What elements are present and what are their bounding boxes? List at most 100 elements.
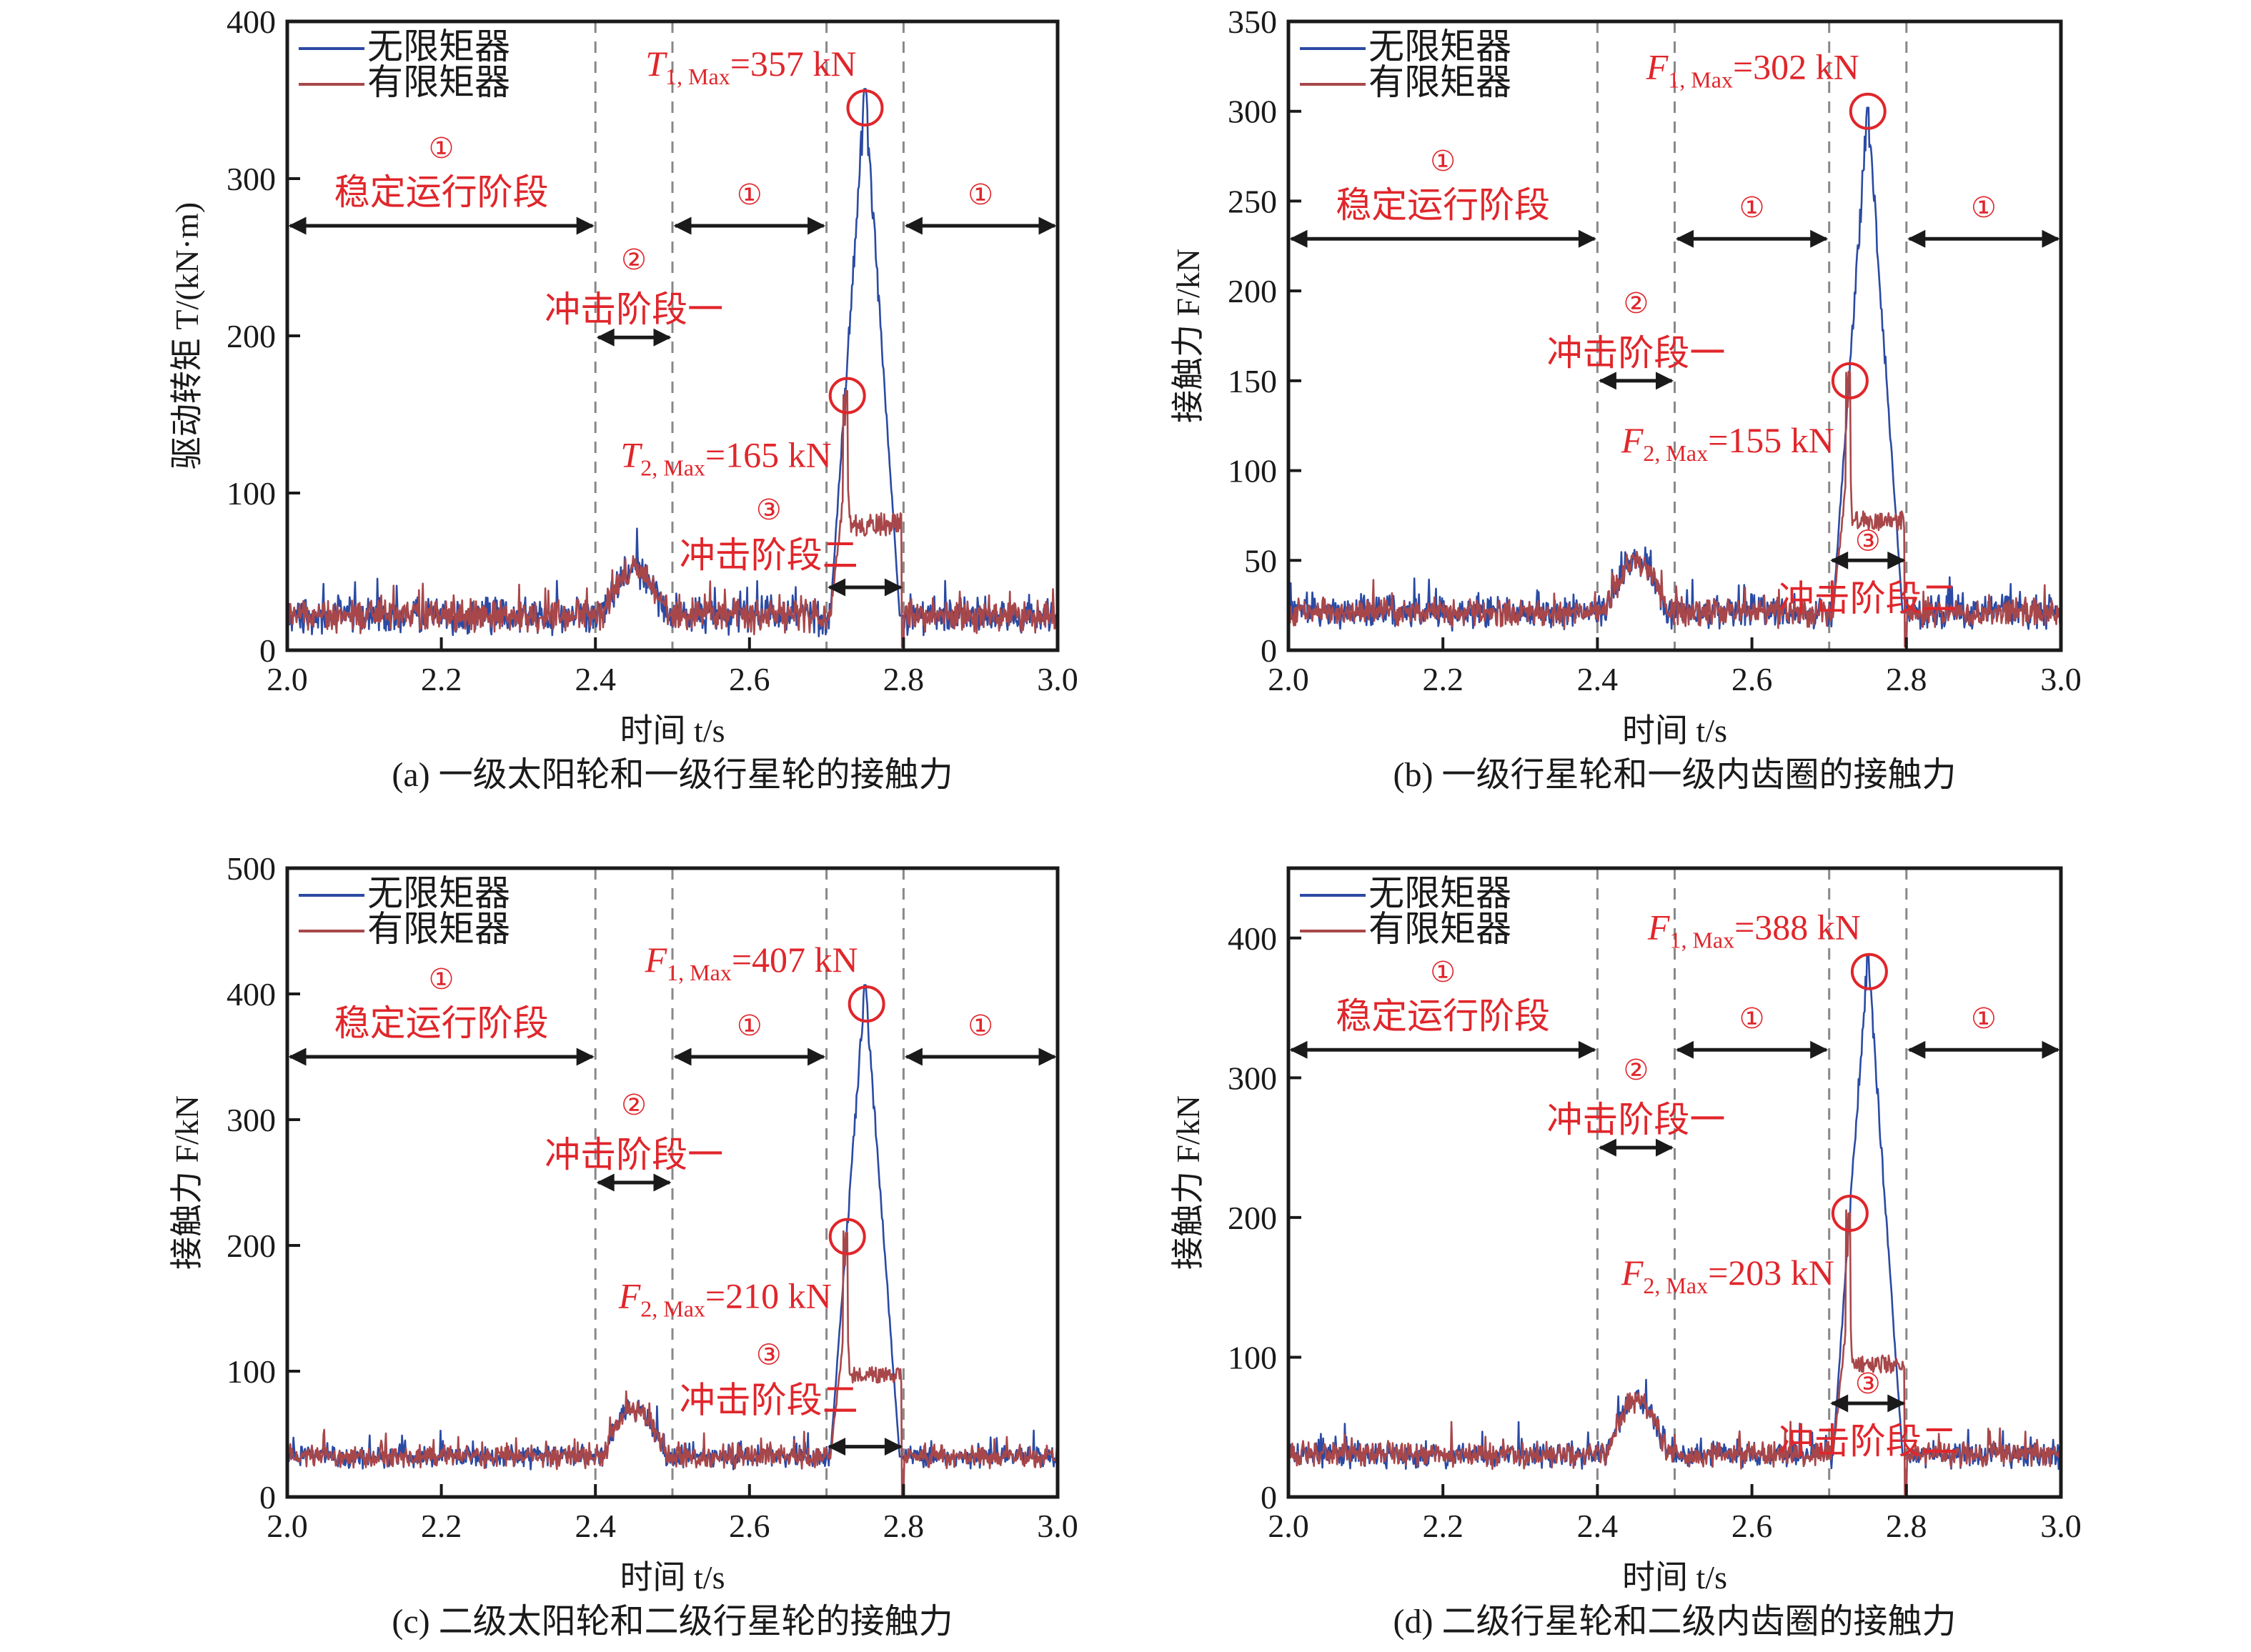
series-with-limiter-line (1288, 370, 2061, 648)
max1-circle (848, 985, 885, 1023)
y-tick-label: 300 (227, 161, 276, 197)
max1-value: =357 kN (730, 44, 857, 84)
stage2-label: 冲击阶段一 (1546, 333, 1725, 373)
x-tick-label: 2.6 (729, 661, 770, 697)
max1-circle (1849, 92, 1887, 130)
x-tick-label: 2.8 (1886, 661, 1927, 697)
x-tick-label: 2.4 (575, 661, 616, 697)
max2-subscript: 2, Max (640, 1296, 705, 1322)
stage1-number: ① (1971, 191, 1997, 224)
stage2-number: ② (621, 244, 647, 276)
max1-circle (1850, 952, 1888, 990)
y-axis-title: 接触力 F/kN (1170, 1095, 1206, 1270)
series-group (1288, 953, 2061, 1496)
panel-caption: (d) 二级行星轮和二级内齿圈的接触力 (1393, 1603, 1957, 1641)
x-tick-label: 2.6 (1731, 1508, 1773, 1544)
y-tick-label: 300 (227, 1102, 276, 1138)
stage1-number: ① (1430, 145, 1456, 177)
stage2-label: 冲击阶段一 (545, 1135, 723, 1175)
y-tick-label: 0 (259, 1479, 276, 1516)
x-tick-label: 2.4 (1577, 661, 1619, 697)
panel-c: 2.0 2.2 2.4 2.6 2.8 3.0 0 100 200 300 400 500 时间 t/s… (169, 850, 1078, 1641)
max2-circle (828, 377, 866, 414)
max1-label: F1, Max=302 kN (1646, 47, 1859, 93)
plot-frame (285, 19, 1060, 652)
x-tick-label: 2.6 (729, 1508, 770, 1544)
legend-label-no-limiter: 无限矩器 (367, 26, 510, 66)
x-axis-title: 时间 t/s (1622, 1559, 1727, 1596)
y-tick-label: 400 (1228, 920, 1277, 957)
max2-label: F2, Max=155 kN (1621, 420, 1834, 466)
max2-label: T2, Max=165 kN (620, 435, 831, 481)
stage2-label: 冲击阶段一 (545, 289, 723, 329)
x-tick-label: 2.0 (267, 1508, 308, 1544)
y-axis-title: 接触力 F/kN (169, 1095, 205, 1270)
x-tick-label: 2.2 (1422, 1508, 1464, 1544)
panel-b: 2.0 2.2 2.4 2.6 2.8 3.0 0 50 100 150 200 250 300 350 时… (1170, 4, 2082, 794)
series-with-limiter-line (287, 389, 1058, 648)
y-tick-label: 200 (1228, 273, 1277, 309)
max2-label: F2, Max=203 kN (1621, 1253, 1834, 1298)
stage1-number: ① (1430, 956, 1456, 988)
stage2-number: ② (1624, 1054, 1649, 1086)
panel-caption: (c) 二级太阳轮和二级行星轮的接触力 (392, 1603, 953, 1641)
stage1-number: ① (968, 1010, 993, 1042)
y-tick-label: 100 (227, 475, 276, 512)
x-tick-label: 2.6 (1731, 661, 1773, 697)
stage1-number: ① (429, 132, 454, 164)
x-tick-label: 3.0 (1037, 661, 1078, 697)
series-group (1288, 106, 2061, 648)
legend-label-with-limiter: 有限矩器 (367, 62, 510, 102)
legend-label-no-limiter: 无限矩器 (1368, 873, 1511, 913)
y-tick-label: 150 (1228, 363, 1277, 399)
max2-symbol: F (618, 1276, 641, 1316)
x-axis-title: 时间 t/s (1622, 712, 1727, 749)
max1-symbol: T (645, 44, 667, 84)
max2-subscript: 2, Max (1643, 1273, 1708, 1298)
max1-label: F1, Max=388 kN (1647, 907, 1861, 953)
y-tick-label: 300 (1228, 1060, 1277, 1096)
x-tick-label: 2.4 (575, 1508, 616, 1544)
stage3-number: ③ (1855, 1368, 1881, 1400)
stage1-label: 稳定运行阶段 (1336, 996, 1550, 1036)
stage3-label: 冲击阶段二 (680, 1380, 858, 1420)
max1-symbol: F (645, 940, 667, 980)
stage1-number: ① (429, 963, 454, 995)
y-tick-label: 100 (1228, 453, 1277, 489)
stage1-number: ① (737, 1010, 762, 1042)
y-tick-label: 300 (1228, 94, 1277, 130)
plot-frame (1286, 866, 2063, 1499)
max1-subscript: 1, Max (667, 960, 732, 985)
stage3-number: ③ (756, 1339, 782, 1371)
stage1-number: ① (737, 179, 762, 211)
max2-subscript: 2, Max (640, 455, 705, 481)
stage3-number: ③ (756, 494, 782, 526)
stage2-number: ② (621, 1089, 647, 1121)
max2-symbol: F (1621, 420, 1644, 460)
max2-value: =203 kN (1708, 1253, 1834, 1293)
series-with-limiter-line (1288, 1209, 2061, 1496)
max2-circle (828, 1218, 866, 1255)
y-tick-label: 200 (227, 1228, 276, 1264)
stage3-label: 冲击阶段二 (680, 535, 858, 575)
max2-circle (1831, 362, 1869, 399)
x-axis-title: 时间 t/s (620, 1559, 725, 1596)
max2-symbol: T (620, 435, 642, 475)
legend-label-with-limiter: 有限矩器 (1368, 909, 1511, 949)
y-axis-title: 接触力 F/kN (1170, 249, 1206, 423)
x-tick-label: 2.8 (883, 1508, 925, 1544)
max2-value: =210 kN (705, 1276, 832, 1316)
stage1-number: ① (1739, 1002, 1765, 1035)
series-group (287, 984, 1058, 1496)
max1-value: =388 kN (1734, 907, 1861, 947)
x-tick-label: 2.2 (1422, 661, 1464, 697)
panel-a: 2.0 2.2 2.4 2.6 2.8 3.0 0 100 200 300 400 时间 t/s 驱动转… (169, 4, 1078, 794)
stage1-label: 稳定运行阶段 (334, 1003, 549, 1043)
stage2-label: 冲击阶段一 (1546, 1100, 1725, 1140)
y-tick-label: 200 (227, 318, 276, 354)
